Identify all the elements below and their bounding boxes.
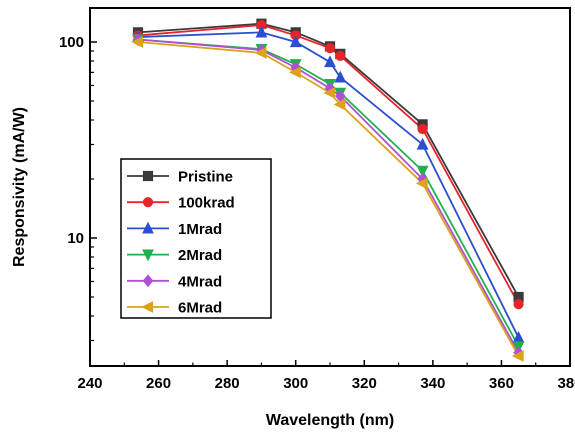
legend-label: Pristine xyxy=(178,169,233,186)
data-point xyxy=(415,177,428,190)
legend-marker xyxy=(142,170,154,182)
data-point xyxy=(513,298,524,310)
legend-label: 1Mrad xyxy=(178,221,222,238)
data-point xyxy=(416,165,429,178)
y-axis: 10 100 xyxy=(59,34,97,342)
y-tick-label: 100 xyxy=(59,34,84,51)
legend-label: 6Mrad xyxy=(178,300,222,317)
data-point xyxy=(254,46,267,59)
x-tick-label: 380 xyxy=(557,375,575,392)
legend-marker xyxy=(142,274,154,288)
x-tick-label: 260 xyxy=(146,375,171,392)
legend-label: 4Mrad xyxy=(178,273,222,290)
data-point xyxy=(324,55,336,68)
legend: Pristine 100krad 1Mrad 2Mrad 4Mrad 6Mrad xyxy=(120,158,272,319)
data-point xyxy=(288,66,301,79)
data-point xyxy=(417,123,428,135)
data-point xyxy=(255,25,268,38)
x-tick-label: 320 xyxy=(352,375,377,392)
x-axis: 240 260 280 300 320 340 360 380 xyxy=(77,360,575,392)
y-tick-label: 10 xyxy=(67,230,84,247)
x-tick-label: 340 xyxy=(420,375,445,392)
data-point xyxy=(416,137,429,150)
x-tick-label: 360 xyxy=(489,375,514,392)
x-axis-title: Wavelength (nm) xyxy=(266,412,394,429)
legend-marker xyxy=(142,221,154,234)
x-tick-label: 240 xyxy=(77,375,102,392)
legend-marker xyxy=(142,249,154,262)
data-point xyxy=(323,86,336,99)
legend-marker xyxy=(142,197,154,208)
data-point xyxy=(335,50,346,61)
data-point xyxy=(333,98,346,111)
data-point xyxy=(511,350,524,362)
data-point xyxy=(334,70,347,83)
x-tick-label: 300 xyxy=(283,375,308,392)
y-axis-title: Responsivity (mA/W) xyxy=(11,107,28,267)
data-point xyxy=(289,35,302,48)
legend-label: 2Mrad xyxy=(178,247,222,264)
legend-marker xyxy=(141,301,154,313)
data-point xyxy=(324,43,336,54)
legend-box xyxy=(120,158,272,319)
series-layer xyxy=(131,18,525,362)
data-point xyxy=(512,330,525,343)
x-tick-label: 280 xyxy=(215,375,240,392)
legend-label: 100krad xyxy=(178,195,235,212)
data-point xyxy=(131,36,144,48)
